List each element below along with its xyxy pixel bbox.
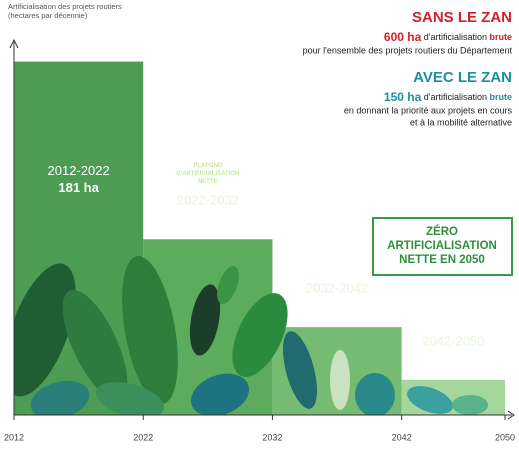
category-label: 2022-2032: [177, 193, 239, 208]
category-label: 2012-2022: [48, 163, 110, 178]
value-label: 90 ha: [191, 210, 225, 225]
leaf: [14, 263, 76, 397]
annotation-amount: 600 ha: [384, 30, 422, 44]
annotation-detail: et à la mobilité alternative: [410, 117, 512, 127]
leaves: [14, 256, 488, 415]
leaf: [282, 331, 318, 409]
x-tick-label: 2022: [133, 432, 153, 442]
y-arrow: [9, 38, 19, 49]
annotation-detail: en donnant la priorité aux projets en co…: [344, 105, 513, 115]
leaf: [190, 373, 250, 415]
bar-note: PLAFOND: [193, 163, 223, 169]
y-axis-label: Artificialisation des projets routiers: [8, 2, 122, 11]
annotation-detail: pour l'ensemble des projets routiers du …: [303, 45, 513, 55]
value-label: 18 ha: [437, 350, 471, 365]
annotation-amount-line: 150 ha d'artificialisation brute: [384, 90, 512, 104]
annotation-emph: brute: [490, 32, 513, 42]
category-label: 2042-2050: [422, 333, 484, 348]
value-label: 181 ha: [58, 180, 99, 195]
zan-box-text: ZÉRO: [426, 225, 458, 238]
leaf: [452, 395, 488, 415]
annotation-text: d'artificialisation: [421, 32, 489, 42]
x-tick-label: 2042: [392, 432, 412, 442]
zan-box: [372, 217, 513, 276]
texts: Artificialisation des projets routiers(h…: [4, 2, 515, 442]
annotation-title: AVEC LE ZAN: [413, 69, 512, 86]
leaf: [355, 373, 395, 415]
x-arrow: [507, 410, 515, 420]
leaf: [30, 380, 90, 415]
leaf: [407, 386, 453, 414]
annotation-title: SANS LE ZAN: [412, 9, 512, 26]
leaf: [217, 265, 239, 305]
leaf: [189, 284, 221, 356]
leaf: [330, 350, 350, 410]
x-tick-label: 2032: [262, 432, 282, 442]
bar-note: D'ARTIFICIALISATION: [176, 171, 239, 177]
leaf: [232, 293, 288, 377]
leaf: [122, 256, 178, 404]
leaf: [95, 382, 165, 415]
annotation-amount: 150 ha: [384, 90, 422, 104]
zan-box-text: NETTE EN 2050: [399, 254, 485, 266]
leaf: [62, 289, 128, 401]
x-tick-label: 2050: [495, 432, 515, 442]
value-label: 45 ha: [320, 298, 354, 313]
annotation-amount-line: 600 ha d'artificialisation brute: [384, 30, 512, 44]
annotation-text: d'artificialisation: [421, 92, 489, 102]
bar-note: NETTE: [198, 179, 218, 185]
category-label: 2032-2042: [306, 281, 368, 296]
zan-box-text: ARTIFICIALISATION: [387, 240, 497, 252]
annotation-emph: brute: [490, 92, 513, 102]
x-tick-label: 2012: [4, 432, 24, 442]
y-axis-label: (hectares par décennie): [8, 11, 88, 20]
